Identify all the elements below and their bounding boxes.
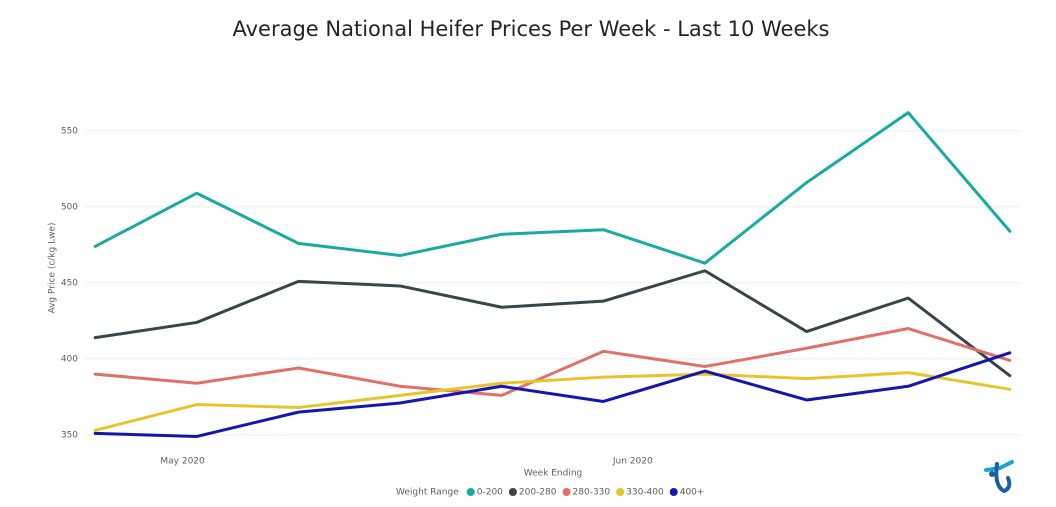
- legend-swatch: [562, 488, 571, 496]
- legend-title: Weight Range: [396, 488, 459, 498]
- legend-label: 330-400: [626, 488, 664, 498]
- legend-swatch: [616, 488, 625, 496]
- series-line: [93, 269, 1012, 378]
- legend-label: 400+: [680, 488, 705, 498]
- legend-label: 280-330: [573, 488, 611, 498]
- legend-swatch: [508, 488, 517, 496]
- legend-swatch: [466, 488, 475, 496]
- y-axis-label: Avg Price (c/kg Lwe): [48, 222, 58, 313]
- series-line: [93, 371, 1012, 432]
- legend: Weight Range 0-200 200-280 280-330 330-400 40…: [396, 488, 704, 498]
- legend-label: 0-200: [477, 488, 503, 498]
- legend-swatch: [669, 488, 678, 496]
- y-tick-label: 450: [61, 278, 78, 288]
- y-tick-label: 350: [61, 430, 78, 440]
- series-line: [93, 327, 1012, 397]
- series-line: [93, 111, 1012, 265]
- y-tick-label: 550: [61, 126, 78, 136]
- legend-label: 200-280: [519, 488, 557, 498]
- x-tick-label: Jun 2020: [612, 457, 653, 467]
- y-tick-label: 500: [61, 202, 78, 212]
- series-line: [93, 351, 1012, 438]
- y-tick-label: 400: [61, 354, 78, 364]
- x-axis-label: Week Ending: [524, 469, 583, 479]
- chart-title: Average National Heifer Prices Per Week …: [232, 17, 829, 41]
- x-tick-label: May 2020: [160, 457, 205, 467]
- logo: [984, 460, 1014, 494]
